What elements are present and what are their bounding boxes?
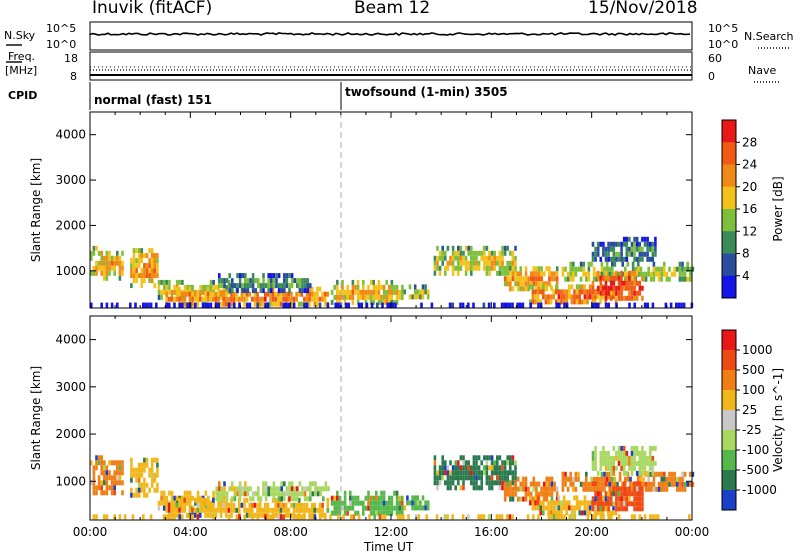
- echo-region-2-12: [591, 481, 644, 512]
- y-tick-label-1-3: 3000: [55, 173, 86, 187]
- y-tick-label-1-1: 1000: [55, 264, 86, 278]
- colorbar-segment-2-9: [722, 490, 736, 511]
- colorbar-segment-2-8: [722, 470, 736, 491]
- date-title: 15/Nov/2018: [588, 0, 698, 18]
- beam-title: Beam 12: [354, 0, 431, 18]
- freq-label: Freq.: [8, 50, 36, 63]
- y-tick-label-1-4: 4000: [55, 128, 86, 142]
- nave-label: Nave: [748, 64, 777, 77]
- cpid-mode-twofsound: twofsound (1-min) 3505: [345, 85, 508, 99]
- nsky-label: N.Sky: [4, 29, 36, 42]
- colorbar-segment-2-7: [722, 450, 736, 471]
- echo-region-2-6: [330, 490, 404, 516]
- colorbar-segment-2-2: [722, 350, 736, 371]
- y-tick-label-2-4: 4000: [55, 333, 86, 347]
- colorbar-segment-1-1: [722, 120, 736, 143]
- colorbar-tick-label-2-5: -25: [742, 423, 762, 437]
- noise-panel-frame: [89, 21, 693, 51]
- y-axis-label-1: Slant Range [km]: [29, 158, 43, 262]
- colorbar-segment-1-3: [722, 164, 736, 188]
- echo-region-1-2: [130, 248, 159, 289]
- echo-region-2-13: [591, 445, 657, 476]
- colorbar-tick-label-2-6: -100: [742, 443, 769, 457]
- colorbar-segment-2-6: [722, 430, 736, 451]
- freq-panel-frame: [89, 51, 693, 81]
- nsearch-tick-top: 10^5: [708, 22, 739, 35]
- y-tick-label-1-2: 2000: [55, 218, 86, 232]
- colorbar-frame-2: [721, 329, 737, 511]
- colorbar-tick-label-1-6: 8: [742, 247, 750, 261]
- nave-tick-top: 60: [708, 52, 722, 65]
- colorbar-segment-1-2: [722, 142, 736, 165]
- echo-region-1-12: [591, 270, 644, 301]
- echo-region-1-5: [218, 273, 312, 294]
- colorbar-segment-1-4: [722, 186, 736, 210]
- nave-tick-bottom: 0: [708, 70, 715, 83]
- colorbar-tick-label-1-2: 24: [742, 158, 757, 172]
- colorbar-segment-1-7: [722, 253, 736, 277]
- colorbar-tick-label-1-3: 20: [742, 180, 757, 194]
- nsky-tick-bottom: 10^0: [46, 38, 77, 51]
- colorbar-tick-label-2-2: 500: [742, 363, 765, 377]
- nsearch-label: N.Search: [744, 30, 794, 43]
- cpid-label: CPID: [8, 89, 38, 102]
- echo-region-2-2: [130, 457, 159, 498]
- echo-region-1-7: [403, 284, 430, 300]
- y-tick-label-2-1: 1000: [55, 474, 86, 488]
- colorbar-segment-1-6: [722, 231, 736, 254]
- x-tick-label-6: 20:00: [574, 525, 609, 539]
- echo-region-2-7: [403, 495, 430, 511]
- echo-region-1-13: [591, 236, 657, 262]
- time-axis-label: Time UT: [364, 540, 414, 554]
- colorbar-tick-label-2-4: 25: [742, 403, 757, 417]
- x-tick-label-2: 04:00: [173, 525, 208, 539]
- echo-region-2-9: [503, 476, 559, 502]
- colorbar-tick-label-2-1: 1000: [742, 343, 773, 357]
- x-tick-label-4: 12:00: [374, 525, 409, 539]
- colorbar-tick-label-1-1: 28: [742, 135, 757, 149]
- y-tick-label-2-2: 2000: [55, 427, 86, 441]
- colorbar-segment-2-4: [722, 390, 736, 411]
- colorbar-tick-label-2-7: -500: [742, 463, 769, 477]
- echo-region-1-6: [330, 279, 404, 305]
- colorbar-segment-2-3: [722, 370, 736, 391]
- echo-region-1-1: [90, 245, 124, 281]
- x-tick-label-5: 16:00: [474, 525, 509, 539]
- freq-unit-label: [MHz]: [5, 64, 38, 77]
- colorbar-tick-label-1-5: 12: [742, 224, 757, 238]
- nsearch-tick-bottom: 10^0: [708, 38, 739, 51]
- colorbar-tick-label-1-4: 16: [742, 202, 757, 216]
- echo-region-2-1: [90, 455, 124, 496]
- echo-region-2-5: [215, 481, 330, 502]
- y-tick-label-2-3: 3000: [55, 380, 86, 394]
- plot-background-1: [90, 112, 692, 308]
- freq-tick-top: 18: [64, 52, 78, 65]
- x-tick-label-1: 00:00: [73, 525, 108, 539]
- freq-tick-bottom: 8: [70, 70, 77, 83]
- colorbar-tick-label-2-3: 100: [742, 383, 765, 397]
- nsky-tick-top: 10^5: [46, 22, 77, 35]
- x-tick-label-7: 00:00: [675, 525, 710, 539]
- x-tick-label-3: 08:00: [273, 525, 308, 539]
- colorbar-segment-2-5: [722, 410, 736, 431]
- echo-region-1-9: [503, 266, 559, 292]
- sky-noise-trace: [89, 32, 691, 36]
- colorbar-segment-1-8: [722, 275, 736, 299]
- cpid-mode-normal: normal (fast) 151: [94, 93, 212, 107]
- echo-region-2-11: [561, 471, 695, 492]
- colorbar-label-2: Velocity [m s^-1]: [771, 368, 785, 472]
- echo-region-2-14: [92, 514, 691, 520]
- colorbar-label-1: Power [dB]: [771, 176, 785, 241]
- colorbar-segment-2-1: [722, 330, 736, 351]
- station-title: Inuvik (fitACF): [92, 0, 213, 18]
- colorbar-segment-1-5: [722, 209, 736, 232]
- colorbar-tick-label-1-7: 4: [742, 269, 750, 283]
- colorbar-tick-label-2-8: -1000: [742, 483, 777, 497]
- echo-region-1-8: [433, 245, 517, 276]
- y-axis-label-2: Slant Range [km]: [29, 366, 43, 470]
- echo-region-2-8: [433, 455, 517, 491]
